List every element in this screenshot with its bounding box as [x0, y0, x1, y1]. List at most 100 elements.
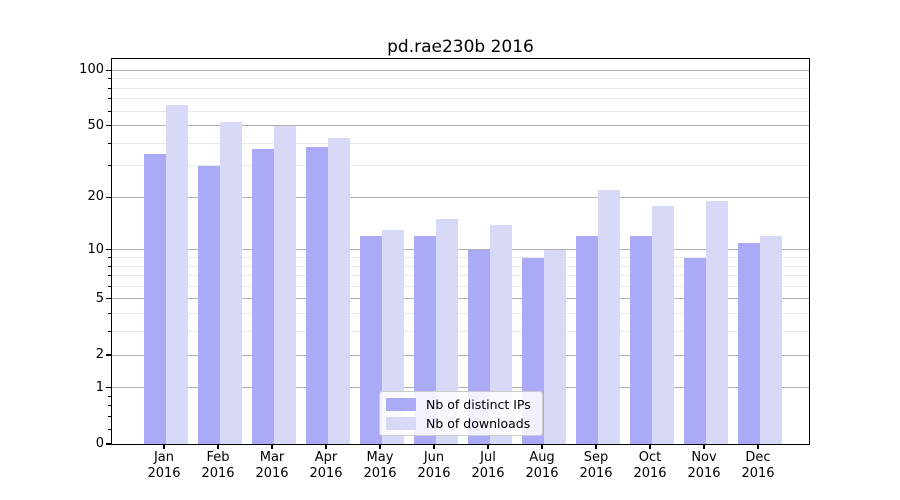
- year-label: 2016: [525, 465, 559, 481]
- y-minor-tick: [108, 275, 111, 277]
- year-label: 2016: [471, 465, 505, 481]
- year-label: 2016: [417, 465, 451, 481]
- y-minor-tick: [108, 428, 111, 430]
- x-tick-label-apr: Apr 2016: [298, 450, 354, 481]
- y-minor-tick: [108, 313, 111, 315]
- month-label: May: [366, 450, 394, 465]
- legend: Nb of distinct IPs Nb of downloads: [379, 391, 543, 436]
- y-minor-tick: [108, 416, 111, 418]
- x-tick: [757, 445, 759, 449]
- minor-gridline: [112, 313, 809, 315]
- bar-may-downloads: [382, 230, 404, 444]
- major-gridline: [112, 354, 809, 356]
- minor-gridline: [112, 275, 809, 277]
- x-tick: [163, 445, 165, 449]
- month-label: Aug: [529, 450, 555, 465]
- bar-jun-downloads: [436, 219, 458, 444]
- year-label: 2016: [633, 465, 667, 481]
- bar-dec-distinct-ips: [738, 242, 760, 444]
- major-gridline: [112, 125, 809, 127]
- y-tick: [106, 298, 111, 300]
- x-tick: [595, 445, 597, 449]
- minor-gridline: [112, 165, 809, 167]
- y-minor-tick: [108, 395, 111, 397]
- bar-nov-downloads: [706, 201, 728, 444]
- legend-swatch-distinct-ips: [386, 397, 416, 411]
- major-gridline: [112, 196, 809, 198]
- y-minor-tick: [108, 331, 111, 333]
- bar-jan-downloads: [166, 104, 188, 444]
- year-label: 2016: [255, 465, 289, 481]
- minor-gridline: [112, 78, 809, 80]
- legend-item-downloads: Nb of downloads: [386, 416, 542, 431]
- month-label: Jun: [423, 450, 445, 465]
- x-tick: [487, 445, 489, 449]
- bar-sep-downloads: [598, 190, 620, 444]
- bar-jan-distinct-ips: [144, 153, 166, 444]
- chart-title: pd.rae230b 2016: [387, 37, 534, 57]
- x-tick-label-mar: Mar 2016: [244, 450, 300, 481]
- major-gridline: [112, 298, 809, 300]
- x-tick-label-may: May 2016: [352, 450, 408, 481]
- year-label: 2016: [147, 465, 181, 481]
- bar-nov-distinct-ips: [684, 257, 706, 444]
- bar-oct-distinct-ips: [630, 236, 652, 444]
- y-tick: [106, 443, 111, 445]
- year-label: 2016: [363, 465, 397, 481]
- month-label: Feb: [206, 450, 230, 465]
- minor-gridline: [112, 331, 809, 333]
- year-label: 2016: [579, 465, 613, 481]
- year-label: 2016: [201, 465, 235, 481]
- legend-swatch-downloads: [386, 416, 416, 430]
- x-tick-label-jun: Jun 2016: [406, 450, 462, 481]
- bar-feb-downloads: [220, 122, 242, 444]
- y-tick-label-100: 100: [79, 62, 104, 78]
- bar-feb-distinct-ips: [198, 165, 220, 444]
- minor-gridline: [112, 285, 809, 287]
- bar-dec-downloads: [760, 236, 782, 444]
- bar-jul-downloads: [490, 224, 512, 444]
- y-tick-label-0: 0: [95, 436, 104, 451]
- year-label: 2016: [687, 465, 721, 481]
- y-minor-tick: [108, 165, 111, 167]
- minor-gridline: [112, 265, 809, 267]
- y-tick: [106, 249, 111, 251]
- month-label: Jan: [153, 450, 175, 465]
- x-tick-label-aug: Aug 2016: [514, 450, 570, 481]
- x-tick-label-jan: Jan 2016: [136, 450, 192, 481]
- y-minor-tick: [108, 110, 111, 112]
- y-tick: [106, 124, 111, 127]
- x-tick: [541, 445, 543, 449]
- x-tick: [271, 445, 273, 449]
- y-tick-label-2: 2: [95, 347, 104, 363]
- y-tick-label-1: 1: [95, 379, 104, 395]
- minor-gridline: [112, 87, 809, 89]
- bar-aug-downloads: [544, 249, 566, 444]
- legend-label-downloads: Nb of downloads: [426, 415, 531, 431]
- bar-apr-downloads: [328, 137, 350, 444]
- y-minor-tick: [108, 78, 111, 80]
- year-label: 2016: [309, 465, 343, 481]
- month-label: Sep: [583, 450, 609, 465]
- y-tick-label-50: 50: [87, 117, 104, 133]
- y-minor-tick: [108, 142, 111, 144]
- x-tick-label-jul: Jul 2016: [460, 450, 516, 481]
- y-minor-tick: [108, 285, 111, 287]
- x-tick: [433, 445, 435, 449]
- y-minor-tick: [108, 98, 111, 100]
- minor-gridline: [112, 257, 809, 258]
- year-label: 2016: [741, 465, 775, 481]
- bar-sep-distinct-ips: [576, 236, 598, 444]
- month-label: Nov: [691, 450, 717, 465]
- y-minor-tick: [108, 257, 111, 258]
- minor-gridline: [112, 142, 809, 144]
- month-label: Dec: [745, 450, 771, 465]
- x-tick: [217, 445, 219, 449]
- minor-gridline: [112, 98, 809, 100]
- month-label: Mar: [259, 450, 285, 465]
- y-tick: [106, 387, 111, 389]
- month-label: Apr: [314, 450, 338, 465]
- bar-may-distinct-ips: [360, 236, 382, 444]
- y-minor-tick: [108, 87, 111, 89]
